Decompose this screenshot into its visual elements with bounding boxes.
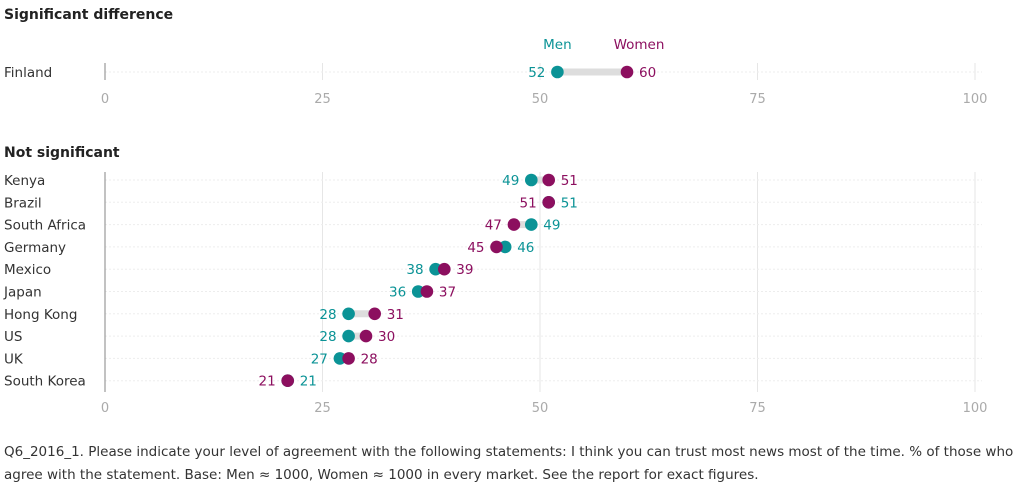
men-dot [342,307,355,321]
women-dot [542,196,555,209]
men-value-label: 52 [528,65,545,81]
x-tick-label: 0 [101,92,109,107]
country-label: South Korea [4,374,86,390]
men-value-label: 28 [319,307,336,323]
country-label: South Africa [4,218,86,234]
men-value-label: 49 [502,173,519,189]
women-dot [542,173,555,187]
men-value-label: 38 [406,262,423,278]
country-label: Mexico [4,262,51,278]
country-label: Kenya [4,173,45,189]
women-value-label: 30 [378,329,395,345]
x-tick-label: 100 [963,92,988,107]
men-value-label: 36 [389,285,406,301]
country-label: Japan [3,285,42,301]
country-label: UK [4,351,24,367]
women-value-label: 45 [467,240,484,256]
group-title-0: Significant difference [4,7,173,23]
gender-trust-dot-chart: Significant difference 0 25 50 75 100 Finland 5… [3,7,988,416]
men-value-label: 28 [319,329,336,345]
men-dot [411,285,425,298]
x-tick-label: 100 [963,401,988,416]
men-value-label: 27 [311,351,328,367]
x-tick-label: 25 [314,92,331,107]
x-tick-label: 50 [532,401,549,416]
country-label: Finland [4,65,52,81]
men-dot [342,329,355,343]
x-tick-label: 75 [749,401,766,416]
men-value-label: 49 [543,218,560,234]
women-value-label: 37 [439,285,456,301]
men-dot [525,218,538,231]
men-dot [551,65,564,79]
women-value-label: 60 [639,65,656,81]
legend-women: Women [614,37,665,53]
women-value-label: 28 [361,351,378,367]
women-dot [281,374,295,388]
men-dot [429,262,442,276]
men-dot [498,240,512,254]
x-tick-label: 0 [101,401,109,416]
chart-footnote: Q6_2016_1. Please indicate your level of… [4,444,1014,483]
men-value-label: 21 [300,374,317,390]
country-label: US [4,329,22,345]
women-dot [420,285,434,298]
country-label: Hong Kong [4,307,77,323]
women-dot [620,65,634,79]
x-tick-label: 50 [532,92,549,107]
x-tick-label: 25 [314,401,331,416]
women-value-label: 21 [259,374,276,390]
men-value-label: 46 [517,240,534,256]
women-dot [507,218,521,231]
men-value-label: 51 [561,195,578,211]
women-value-label: 51 [561,173,578,189]
women-dot [490,240,503,254]
women-dot [438,262,451,276]
women-value-label: 39 [456,262,473,278]
country-label: Brazil [4,195,42,211]
men-dot [333,352,347,365]
women-value-label: 47 [485,218,502,234]
women-dot [359,329,373,343]
group-title-1: Not significant [4,145,120,161]
women-value-label: 51 [520,195,537,211]
women-dot [342,352,355,365]
women-dot [368,307,382,321]
legend-men: Men [543,37,572,53]
women-value-label: 31 [387,307,404,323]
x-tick-label: 75 [749,92,766,107]
country-label: Germany [4,240,66,256]
men-dot [525,173,538,187]
